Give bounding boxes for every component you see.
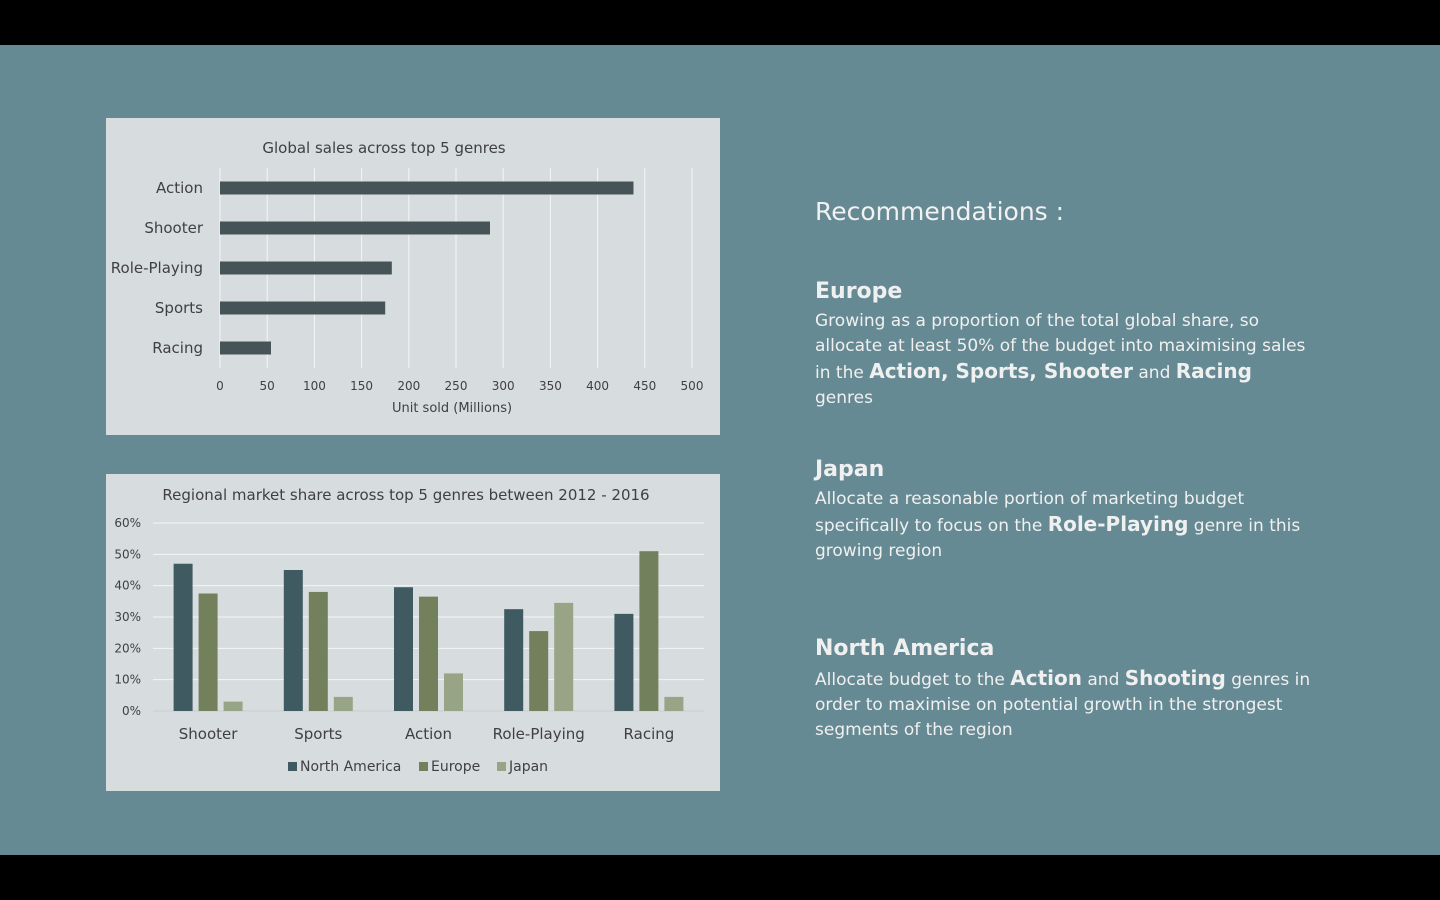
slide: Global sales across top 5 genres Action Sh…	[0, 45, 1440, 855]
category-label-sports: Sports	[294, 725, 342, 743]
bar-shooter	[220, 221, 490, 235]
europe-text: Growing as a proportion of the total glo…	[815, 309, 1315, 411]
category-label-racing: Racing	[624, 725, 675, 743]
category-label-action: Action	[405, 725, 452, 743]
x-tick-label: 200	[397, 379, 420, 393]
europe-text-1: Growing as a proportion of the total glo…	[815, 311, 1306, 383]
japan-bold-genre: Role-Playing	[1047, 512, 1189, 536]
bar-racing-north-america	[614, 613, 634, 711]
legend-label-north-america: North America	[300, 759, 401, 775]
bar-racing-europe	[639, 551, 659, 711]
bar-shooter-europe	[198, 593, 218, 711]
global-sales-chart: Global sales across top 5 genres Action Sh…	[111, 139, 704, 416]
chart-title: Global sales across top 5 genres	[262, 139, 505, 157]
y-tick-label: 0%	[122, 704, 141, 718]
north-america-bold-action: Action	[1010, 666, 1082, 690]
y-tick-label: 60%	[114, 516, 141, 530]
x-tick-label: 350	[539, 379, 562, 393]
x-tick-label: 150	[350, 379, 373, 393]
category-label-role-playing: Role-Playing	[493, 725, 585, 743]
regional-share-chart: Regional market share across top 5 genre…	[114, 486, 704, 775]
north-america-recommendation: North America Allocate budget to the Act…	[815, 636, 1315, 743]
y-tick-label: 20%	[114, 641, 141, 655]
bar-role-playing	[220, 261, 392, 275]
legend-label-europe: Europe	[431, 759, 480, 775]
bar-role-playing-north-america	[504, 609, 524, 711]
regional-share-chart-panel: Regional market share across top 5 genre…	[106, 474, 720, 791]
north-america-heading: North America	[815, 636, 995, 661]
bar-action-north-america	[394, 587, 413, 711]
global-sales-chart-panel: Global sales across top 5 genres Action Sh…	[106, 118, 720, 435]
bar-racing-japan	[664, 696, 684, 711]
legend-label-japan: Japan	[508, 759, 548, 775]
x-tick-label: 100	[303, 379, 326, 393]
europe-text-3: genres	[815, 388, 873, 408]
bar-racing	[220, 341, 271, 355]
north-america-bold-shooting: Shooting	[1124, 666, 1226, 690]
legend-swatch-japan	[497, 762, 506, 771]
japan-recommendation: Japan Allocate a reasonable portion of m…	[815, 457, 1315, 564]
category-label-sports: Sports	[155, 299, 203, 317]
europe-recommendation: Europe Growing as a proportion of the to…	[815, 279, 1315, 411]
north-america-text-2: and	[1087, 670, 1120, 690]
japan-heading: Japan	[815, 457, 885, 482]
category-label-action: Action	[156, 179, 203, 197]
y-tick-label: 50%	[114, 547, 141, 561]
bar-action-japan	[444, 673, 463, 711]
x-tick-label: 300	[492, 379, 515, 393]
y-tick-label: 30%	[114, 610, 141, 624]
japan-text: Allocate a reasonable portion of marketi…	[815, 487, 1315, 564]
category-label-shooter: Shooter	[144, 219, 203, 237]
x-tick-label: 50	[260, 379, 275, 393]
x-tick-label: 250	[445, 379, 468, 393]
bar-shooter-north-america	[173, 563, 193, 711]
bar-sports-europe	[308, 591, 328, 711]
europe-heading: Europe	[815, 279, 903, 304]
japan-text-1: Allocate a reasonable portion of marketi…	[815, 489, 1245, 536]
bar-sports-japan	[333, 696, 353, 711]
bar-role-playing-europe	[529, 631, 549, 711]
japan-text-2: genre in this growing region	[815, 516, 1301, 561]
legend-swatch-europe	[419, 762, 428, 771]
x-tick-label: 450	[633, 379, 656, 393]
category-label-shooter: Shooter	[179, 725, 238, 743]
europe-bold-racing: Racing	[1175, 359, 1252, 383]
category-label-role-playing: Role-Playing	[111, 259, 203, 277]
bar-shooter-japan	[223, 701, 243, 711]
x-tick-label: 500	[681, 379, 704, 393]
recommendations-title: Recommendations :	[815, 197, 1065, 226]
y-tick-label: 40%	[114, 579, 141, 593]
bar-role-playing-japan	[554, 602, 574, 711]
chart-title: Regional market share across top 5 genre…	[162, 486, 649, 504]
bar-action	[220, 181, 634, 195]
europe-bold-genres: Action, Sports, Shooter	[869, 359, 1133, 383]
category-label-racing: Racing	[152, 339, 203, 357]
north-america-text-3: genres in order to maximise on potential…	[815, 670, 1311, 740]
north-america-text-1: Allocate budget to the	[815, 670, 1005, 690]
bar-sports-north-america	[283, 570, 303, 711]
north-america-text: Allocate budget to the Action and Shooti…	[815, 666, 1315, 743]
y-tick-label: 10%	[114, 673, 141, 687]
legend-swatch-north-america	[288, 762, 297, 771]
bar-sports	[220, 301, 386, 315]
bar-action-europe	[419, 596, 438, 711]
x-tick-label: 400	[586, 379, 609, 393]
x-tick-label: 0	[216, 379, 224, 393]
europe-text-2: and	[1138, 363, 1171, 383]
x-axis-label: Unit sold (Millions)	[392, 401, 512, 416]
